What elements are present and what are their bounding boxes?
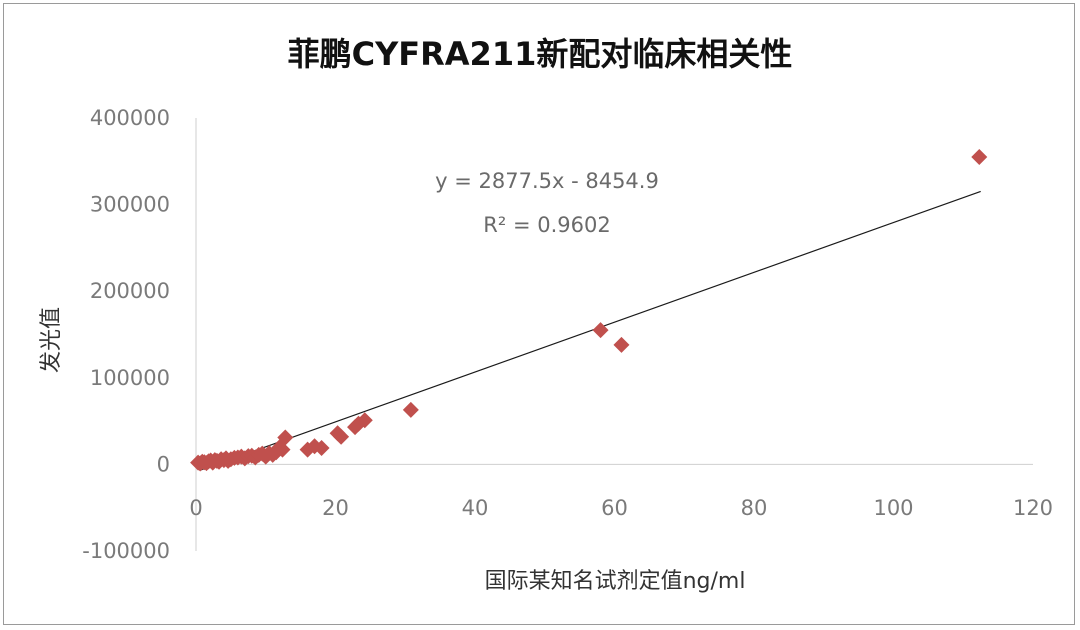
x-tick-label: 60 bbox=[601, 496, 628, 520]
data-point bbox=[313, 439, 330, 456]
data-point bbox=[277, 429, 294, 446]
data-point bbox=[613, 336, 630, 353]
x-tick-label: 80 bbox=[741, 496, 768, 520]
y-tick-labels: -100000 0 100000 200000 300000 400000 bbox=[82, 106, 170, 563]
x-tick-label: 120 bbox=[1013, 496, 1053, 520]
x-axis-title: 国际某知名试剂定值ng/ml bbox=[485, 569, 746, 594]
x-tick-labels: 0 20 40 60 80 100 120 bbox=[189, 496, 1053, 520]
chart-frame bbox=[3, 3, 1075, 625]
data-point bbox=[971, 148, 988, 165]
x-tick-label: 20 bbox=[322, 496, 349, 520]
data-point bbox=[274, 441, 291, 458]
y-axis-title: 发光值 bbox=[39, 307, 64, 373]
y-tick-label: 200000 bbox=[90, 279, 170, 303]
y-tick-label: -100000 bbox=[82, 539, 170, 563]
y-axis-title-group: 发光值 bbox=[39, 307, 64, 373]
x-tick-label: 40 bbox=[462, 496, 489, 520]
x-tick-label: 100 bbox=[873, 496, 913, 520]
data-point bbox=[333, 428, 350, 445]
data-point bbox=[356, 412, 373, 429]
data-points bbox=[190, 148, 988, 472]
data-point bbox=[402, 401, 419, 418]
trendline-group bbox=[199, 190, 981, 472]
axes bbox=[195, 118, 1033, 551]
trendline-equation: y = 2877.5x - 8454.9 bbox=[435, 169, 659, 193]
y-tick-label: 300000 bbox=[90, 193, 170, 217]
y-tick-label: 400000 bbox=[90, 106, 170, 130]
data-point bbox=[592, 322, 609, 339]
y-tick-label: 100000 bbox=[90, 366, 170, 390]
trendline-r-squared: R² = 0.9602 bbox=[483, 213, 610, 237]
chart-title: 菲鹏CYFRA211新配对临床相关性 bbox=[288, 35, 793, 73]
trendline bbox=[199, 190, 981, 472]
x-tick-label: 0 bbox=[189, 496, 202, 520]
y-tick-label: 0 bbox=[157, 452, 170, 476]
